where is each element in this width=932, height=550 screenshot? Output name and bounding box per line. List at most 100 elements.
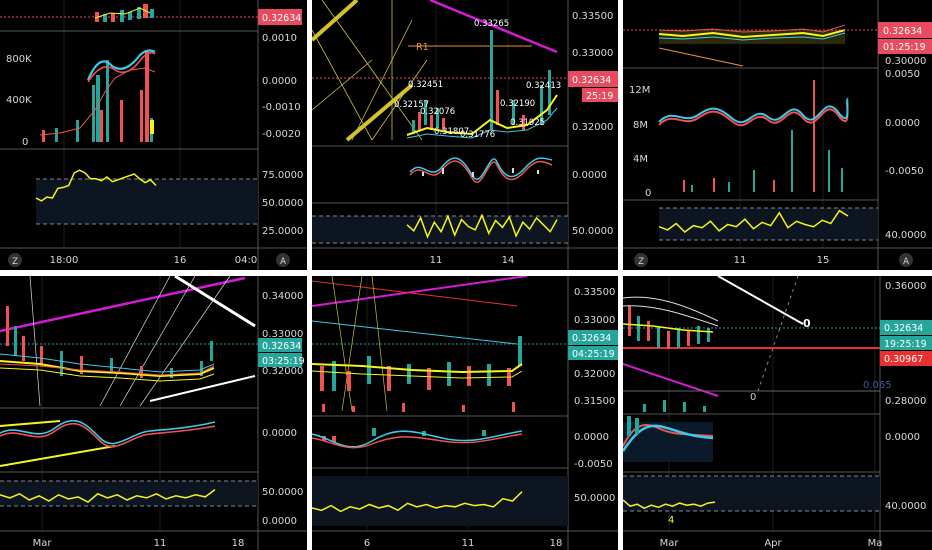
rsi-band xyxy=(0,481,258,506)
macd-tick: 0.0000 xyxy=(885,118,920,129)
z-badge-label: Z xyxy=(12,257,18,267)
annotation: 0.31776 xyxy=(460,130,495,140)
volume-tick: 0 xyxy=(645,188,651,199)
annotation-fib-level: 0.065 xyxy=(863,380,892,391)
a-badge-label: A xyxy=(280,257,286,267)
z-badge-icon xyxy=(8,253,22,267)
x-tick: 18 xyxy=(232,538,245,549)
macd-tick: 0.0050 xyxy=(885,69,920,80)
macd-tick: 0.0000 xyxy=(572,170,607,181)
price-tick: 0.28000 xyxy=(885,396,926,407)
annotation: 0.32076 xyxy=(420,107,455,117)
x-tick: 14 xyxy=(502,255,515,266)
chart-pane-1[interactable]: 0.32634 800K 400K 0 0.0010 0.0000 -0.001… xyxy=(0,0,307,270)
annotation-r1: R1 xyxy=(416,42,429,53)
countdown-box xyxy=(568,346,618,360)
macd-tick: 0.0000 xyxy=(885,432,920,443)
x-tick: Mar xyxy=(660,538,680,549)
price-tick: 0.30000 xyxy=(885,56,926,67)
chart-pane-4[interactable]: 0.34000 0.33000 0.32000 0.32634 03:25:19… xyxy=(0,276,307,550)
x-tick: 15 xyxy=(817,255,830,266)
rsi-tick: 50.0000 xyxy=(574,493,615,504)
macd-tick: -0.0020 xyxy=(262,129,301,140)
a-badge-icon xyxy=(899,253,913,267)
chart-4-svg: 0.34000 0.33000 0.32000 0.32634 03:25:19… xyxy=(0,276,307,550)
chart-6-svg: 0 0.065 0 0.36000 0.28000 0.32634 19:25:… xyxy=(623,276,932,550)
rsi-tick: 40.0000 xyxy=(885,501,926,512)
x-tick: 6 xyxy=(364,538,370,549)
x-tick: Ma xyxy=(868,538,883,549)
rsi-band xyxy=(36,179,258,224)
price-tag: 0.32634 xyxy=(883,26,922,37)
rsi-band xyxy=(312,476,568,526)
annotation: 0.32190 xyxy=(500,99,535,109)
price-tag: 0.32634 xyxy=(572,333,611,344)
price-tick: 0.34000 xyxy=(262,291,303,302)
chart-pane-3[interactable]: 0.32634 01:25:19 0.30000 12M 8M 4M 0 0.0… xyxy=(623,0,932,270)
volume-tick: 12M xyxy=(629,85,650,96)
rsi-tick: 0.0000 xyxy=(262,516,297,527)
chart-5-svg: 0.33500 0.33000 0.32000 0.31500 0.32634 … xyxy=(312,276,618,550)
rsi-tick: 25.0000 xyxy=(262,226,303,237)
rsi-line xyxy=(312,491,523,513)
chart-1-svg: 0.32634 800K 400K 0 0.0010 0.0000 -0.001… xyxy=(0,0,307,270)
z-badge-icon xyxy=(634,253,648,267)
countdown-box xyxy=(878,39,932,54)
x-tick: 04:0 xyxy=(235,255,257,266)
x-tick: 11 xyxy=(154,538,167,549)
price-tick: 0.33000 xyxy=(262,329,303,340)
price-candles xyxy=(628,306,710,349)
chart-pane-6[interactable]: 0 0.065 0 0.36000 0.28000 0.32634 19:25:… xyxy=(623,276,932,550)
volume-tick: 400K xyxy=(6,95,32,106)
price-tick: 0.32000 xyxy=(574,369,615,380)
z-badge-label: Z xyxy=(638,257,644,267)
volume-bars xyxy=(683,80,843,192)
price-tag: 0.32634 xyxy=(262,341,301,352)
x-tick: Apr xyxy=(764,538,782,549)
countdown: 01:25:19 xyxy=(883,42,926,53)
countdown: 03:25:19 xyxy=(262,356,305,367)
a-badge-label: A xyxy=(903,257,909,267)
x-tick: 11 xyxy=(734,255,747,266)
volume-bars xyxy=(322,402,515,412)
rsi-line xyxy=(658,209,849,233)
volume-tick: 0 xyxy=(22,137,28,148)
rsi-tick: 50.0000 xyxy=(572,226,613,237)
annotation: 0.31925 xyxy=(510,118,545,128)
level-tag: 0.30967 xyxy=(884,354,923,365)
price-tag: 0.32634 xyxy=(572,75,611,86)
x-tick: Mar xyxy=(33,538,53,549)
rsi-line xyxy=(35,169,157,202)
rsi-tick: 40.0000 xyxy=(885,230,926,241)
rsi-line xyxy=(623,499,716,510)
x-tick: 11 xyxy=(430,255,443,266)
price-tick: 0.33000 xyxy=(574,315,615,326)
annotation: 0.32451 xyxy=(408,80,443,90)
annotation: 0.31807 xyxy=(434,127,469,137)
rsi-line xyxy=(406,213,558,239)
rsi-line xyxy=(0,488,216,504)
chart-pane-5[interactable]: 0.33500 0.33000 0.32000 0.31500 0.32634 … xyxy=(312,276,618,550)
price-tag-box xyxy=(880,320,932,335)
price-candles xyxy=(412,30,551,134)
x-tick: 16 xyxy=(174,255,187,266)
volume-tick: 800K xyxy=(6,54,32,65)
x-tick: 11 xyxy=(462,538,475,549)
price-tick: 0.33500 xyxy=(572,11,613,22)
x-tick: 18:00 xyxy=(50,255,79,266)
price-candles xyxy=(6,306,213,378)
level-tag-box xyxy=(880,351,932,366)
countdown: 25:19 xyxy=(586,91,613,102)
chart-pane-2[interactable]: R1 0.33265 0.32451 0.32157 0.32076 0.318… xyxy=(312,0,618,270)
price-tag-box xyxy=(258,9,302,25)
annotation-fib-zero: 0 xyxy=(750,392,756,403)
annotation: 0.32413 xyxy=(526,81,561,91)
rsi-tick: 50.0000 xyxy=(262,487,303,498)
countdown-box xyxy=(582,88,618,102)
annotation-high: 0.33265 xyxy=(474,19,509,29)
countdown: 04:25:19 xyxy=(572,349,615,360)
a-badge-icon xyxy=(276,253,290,267)
countdown-box xyxy=(258,353,302,367)
price-tag-box xyxy=(878,22,932,38)
rsi-tick: 50.0000 xyxy=(262,198,303,209)
